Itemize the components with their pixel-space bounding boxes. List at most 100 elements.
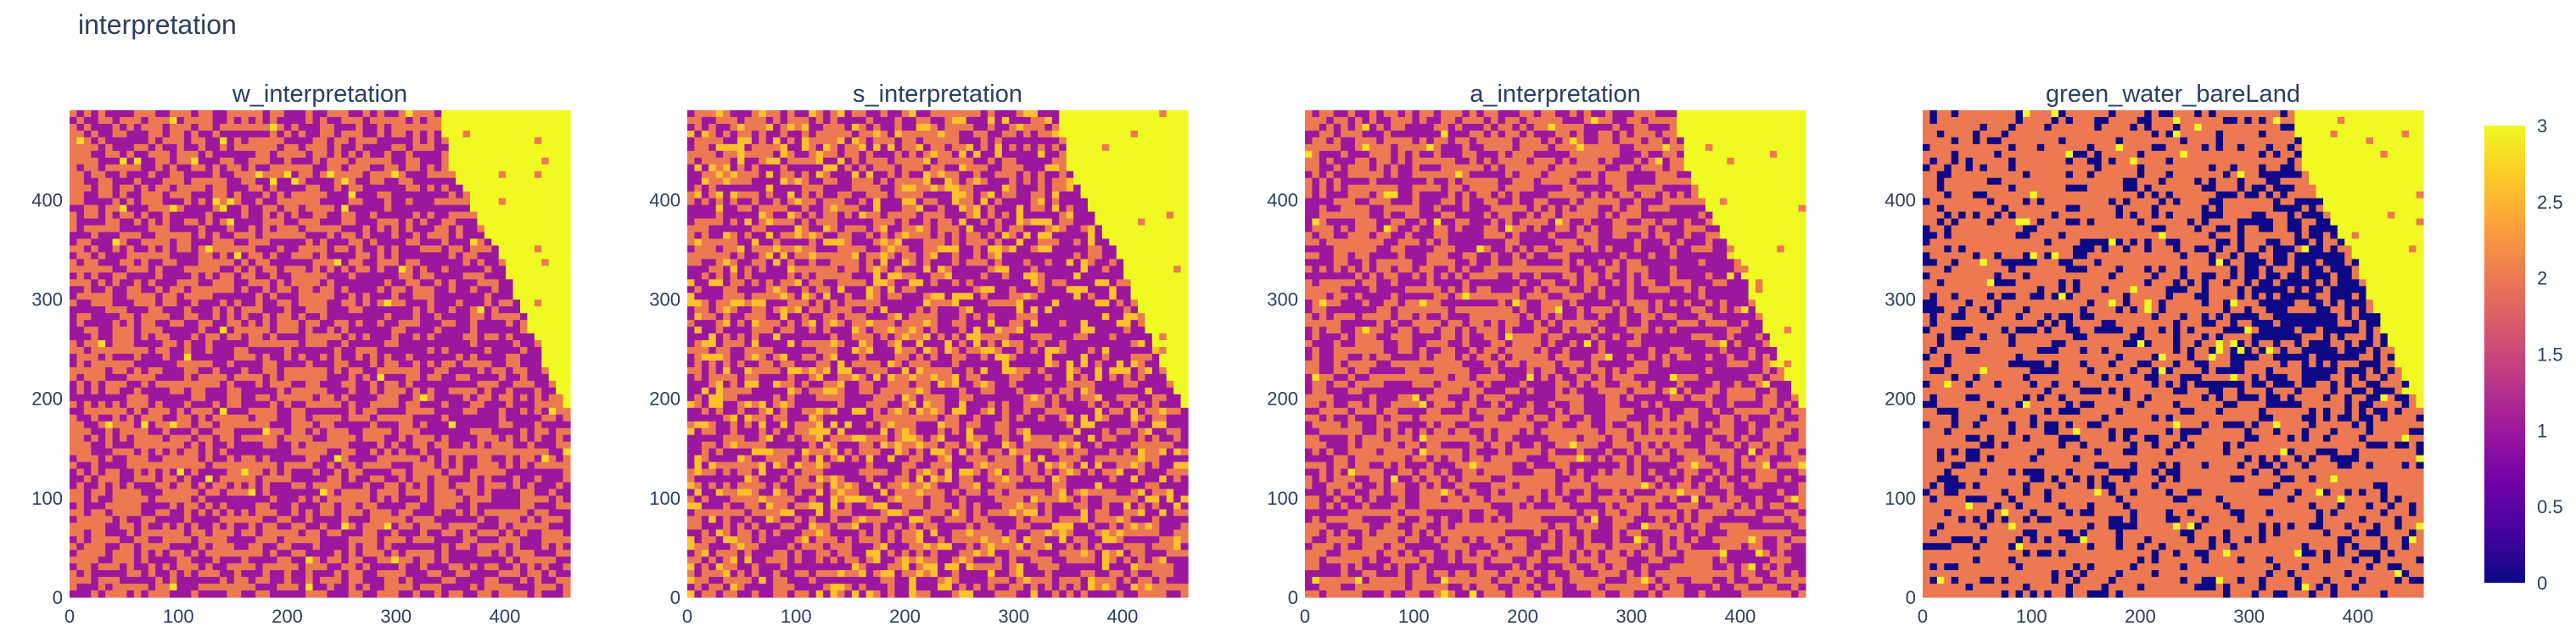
- heatmap-cell: [333, 306, 342, 314]
- heatmap-cell: [527, 584, 535, 591]
- heatmap-cell: [233, 536, 242, 544]
- heatmap-cell: [262, 441, 271, 450]
- heatmap-cell: [370, 123, 378, 131]
- heatmap-cell: [198, 434, 206, 443]
- heatmap-cell: [112, 461, 120, 470]
- heatmap-cell: [291, 354, 300, 361]
- heatmap-cell: [441, 204, 450, 213]
- heatmap-cell: [198, 428, 206, 436]
- heatmap-cell: [126, 150, 135, 159]
- heatmap-cell: [391, 266, 400, 273]
- heatmap-cell: [155, 366, 164, 375]
- heatmap-cell: [183, 529, 192, 537]
- heatmap-cell: [277, 489, 285, 497]
- heatmap-cell: [333, 502, 342, 510]
- heatmap-cell: [534, 461, 542, 470]
- heatmap-cell: [76, 171, 85, 179]
- heatmap-cell: [198, 171, 206, 179]
- heatmap-cell: [98, 536, 106, 544]
- heatmap-cell: [183, 468, 192, 477]
- heatmap-cell: [541, 259, 550, 266]
- heatmap-cell: [512, 550, 521, 557]
- heatmap-cell: [283, 502, 292, 510]
- heatmap-cell: [170, 360, 178, 368]
- heatmap-cell: [141, 252, 149, 260]
- heatmap-cell: [162, 286, 171, 294]
- heatmap-cell: [506, 184, 514, 193]
- heatmap-cell: [248, 380, 256, 389]
- heatmap-cell: [255, 116, 264, 125]
- heatmap-cell: [491, 191, 500, 199]
- heatmap-cell: [176, 455, 185, 463]
- heatmap-cell: [527, 299, 535, 307]
- heatmap-cell: [70, 150, 78, 159]
- heatmap-cell: [541, 461, 550, 470]
- heatmap-cell: [70, 184, 78, 193]
- heatmap-cell: [320, 116, 328, 125]
- heatmap-cell: [298, 164, 306, 172]
- heatmap-cell: [155, 225, 164, 233]
- heatmap-cell: [541, 204, 550, 213]
- heatmap-cell: [248, 529, 256, 537]
- heatmap-cell: [198, 366, 206, 375]
- heatmap-cell: [412, 157, 421, 165]
- heatmap-cell: [391, 387, 400, 395]
- heatmap-cell: [512, 299, 521, 307]
- heatmap-cell: [362, 327, 371, 334]
- heatmap-cell: [126, 455, 135, 463]
- heatmap-cell: [176, 279, 185, 287]
- heatmap-cell: [520, 434, 529, 443]
- heatmap-cell: [348, 414, 356, 422]
- heatmap-cell: [341, 482, 350, 490]
- heatmap-cell: [512, 482, 521, 490]
- heatmap-cell: [377, 529, 385, 537]
- heatmap-cell: [305, 570, 314, 578]
- heatmap-cell: [377, 130, 385, 138]
- heatmap-cell: [91, 286, 99, 294]
- heatmap-cell: [255, 556, 264, 564]
- heatmap-cell: [341, 177, 350, 186]
- heatmap-cell: [312, 495, 321, 503]
- heatmap-cell: [205, 123, 214, 131]
- heatmap-cell: [520, 245, 529, 254]
- heatmap-cell: [270, 164, 278, 172]
- heatmap-cell: [477, 116, 485, 125]
- heatmap-cell: [491, 482, 500, 490]
- heatmap-cell: [420, 366, 428, 375]
- heatmap-cell: [556, 157, 564, 165]
- heatmap-cell: [484, 116, 492, 125]
- heatmap-cell: [506, 543, 514, 551]
- heatmap-cell: [477, 509, 485, 517]
- heatmap-cell: [212, 489, 221, 497]
- heatmap-cell: [491, 340, 500, 348]
- heatmap-cell: [277, 130, 285, 138]
- heatmap-cell: [105, 428, 114, 436]
- heatmap-cell: [527, 495, 535, 503]
- heatmap-cell: [120, 306, 128, 314]
- heatmap-cell: [327, 252, 335, 260]
- heatmap-cell: [298, 584, 306, 591]
- heatmap-cell: [255, 509, 264, 517]
- heatmap-cell: [148, 184, 156, 193]
- heatmap-cell: [291, 441, 300, 450]
- heatmap-cell: [70, 204, 78, 213]
- heatmap-cell: [548, 509, 557, 517]
- heatmap-cell: [83, 468, 92, 477]
- heatmap-cell: [277, 354, 285, 361]
- heatmap-cell: [291, 286, 300, 294]
- heatmap-cell: [270, 327, 278, 334]
- heatmap-cell: [141, 130, 149, 138]
- heatmap-cell: [420, 536, 428, 544]
- heatmap-cell: [456, 218, 464, 226]
- heatmap-cell: [305, 434, 314, 443]
- heatmap-cell: [291, 434, 300, 443]
- heatmap-cell: [255, 421, 264, 429]
- heatmap-cell: [327, 137, 335, 145]
- heatmap-cell: [333, 245, 342, 254]
- heatmap-cell: [176, 543, 185, 551]
- heatmap-cell: [470, 482, 479, 490]
- heatmap-cell: [412, 333, 421, 341]
- heatmap-cell: [456, 428, 464, 436]
- heatmap-cell: [112, 482, 120, 490]
- heatmap-cell: [170, 327, 178, 334]
